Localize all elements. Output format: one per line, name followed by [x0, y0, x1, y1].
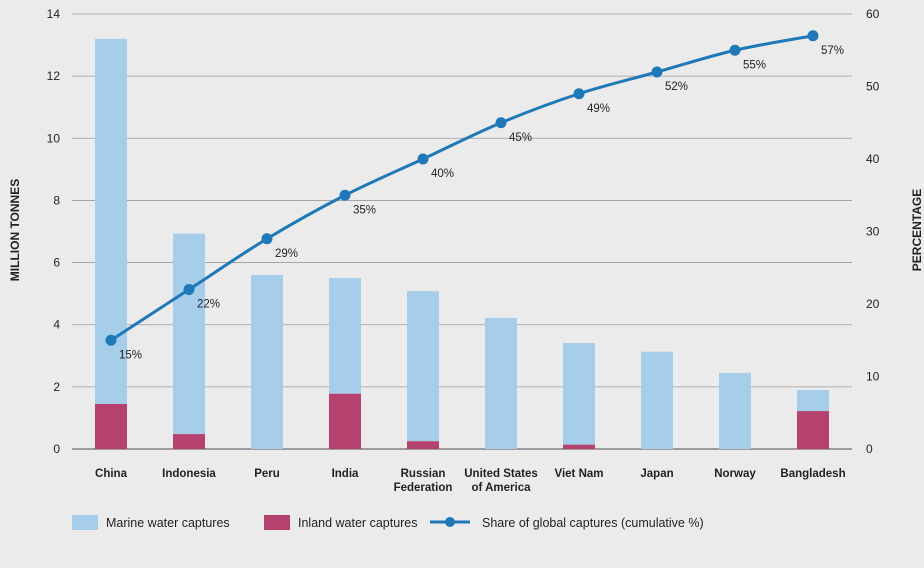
left-tick-label: 6	[53, 256, 60, 270]
category-label: Norway	[714, 468, 756, 480]
legend-swatch-inland	[264, 515, 290, 530]
cumulative-share-line	[110, 34, 814, 342]
category-label: Indonesia	[162, 468, 216, 480]
cumulative-share-point	[261, 233, 273, 245]
bar-marine	[173, 233, 205, 435]
category-label-line: India	[332, 468, 359, 480]
category-label: India	[332, 468, 359, 480]
category-label-line: Norway	[714, 468, 756, 480]
bar-marine	[251, 275, 283, 449]
cumulative-share-label: 52%	[665, 81, 688, 93]
category-label-line: China	[95, 468, 128, 480]
cumulative-share-label: 35%	[353, 204, 376, 216]
category-label: Russian Federation	[394, 468, 453, 494]
category-label-line: United States	[464, 468, 538, 480]
cumulative-share-point	[651, 66, 663, 78]
category-label: Bangladesh	[780, 468, 845, 480]
bar-inland	[797, 411, 829, 449]
bar-marine	[797, 389, 829, 412]
cumulative-share-label: 55%	[743, 59, 766, 71]
category-label-line: Peru	[254, 468, 280, 480]
cumulative-share-point	[807, 30, 819, 42]
cumulative-share-label: 40%	[431, 168, 454, 180]
cumulative-share-point	[495, 117, 507, 129]
left-axis: 0 2 4 6 8 10 12 14	[47, 7, 61, 456]
right-tick-label: 10	[866, 370, 880, 384]
right-tick-label: 60	[866, 7, 880, 21]
left-tick-label: 14	[47, 7, 61, 21]
category-label: Peru	[254, 468, 280, 480]
cumulative-share-point	[573, 88, 585, 100]
category-label-line: Indonesia	[162, 468, 216, 480]
category-label-line: Bangladesh	[780, 468, 845, 480]
legend-label-share: Share of global captures (cumulative %)	[482, 516, 704, 530]
right-tick-label: 50	[866, 80, 880, 94]
bar-inland	[173, 434, 205, 449]
category-label: China	[95, 468, 128, 480]
category-label-line: Federation	[394, 482, 453, 494]
cumulative-share-point	[183, 284, 195, 295]
bar-marine	[563, 343, 595, 445]
left-tick-label: 0	[53, 442, 60, 456]
category-label: Viet Nam	[554, 468, 603, 480]
cumulative-share-point	[417, 153, 429, 165]
right-tick-label: 30	[866, 225, 880, 239]
right-axis: 0 10 20 30 40 50 60	[866, 7, 880, 456]
bar-marine	[485, 317, 517, 449]
category-label-line: of America	[471, 482, 531, 494]
cumulative-share-label: 29%	[275, 248, 298, 260]
left-tick-label: 12	[47, 69, 61, 83]
cumulative-line-layer: 15% 22% 29% 35% 40% 45% 49% 52% 55% 57%	[105, 30, 844, 361]
right-tick-label: 20	[866, 297, 880, 311]
right-axis-title: PERCENTAGE	[910, 189, 924, 271]
right-tick-label: 0	[866, 442, 873, 456]
cumulative-share-point	[729, 44, 741, 56]
legend-marker-share	[445, 517, 455, 527]
bar-inland	[563, 444, 595, 449]
category-label-line: Russian	[401, 468, 446, 480]
cumulative-share-label: 45%	[509, 132, 532, 144]
bar-inland	[95, 403, 127, 449]
left-tick-label: 4	[53, 318, 60, 332]
right-tick-label: 40	[866, 152, 880, 166]
bar-inland	[407, 441, 439, 449]
legend-swatch-marine	[72, 515, 98, 530]
cumulative-share-label: 15%	[119, 349, 142, 361]
category-label: Japan	[640, 468, 673, 480]
bar-marine	[407, 291, 439, 442]
cumulative-share-label: 57%	[821, 45, 844, 57]
category-label-line: Viet Nam	[554, 468, 603, 480]
category-label: United States of America	[464, 468, 538, 494]
cumulative-share-point	[339, 189, 351, 201]
legend-label-inland: Inland water captures	[298, 516, 418, 530]
left-tick-label: 2	[53, 380, 60, 394]
legend: Marine water captures Inland water captu…	[72, 515, 704, 530]
legend-label-marine: Marine water captures	[106, 516, 230, 530]
bar-inland	[329, 393, 361, 449]
bar-marine	[329, 278, 361, 394]
category-labels: China Indonesia Peru India Russian Federation…	[95, 468, 846, 494]
cumulative-share-label: 22%	[197, 299, 220, 311]
category-label-line: Japan	[640, 468, 673, 480]
left-axis-title: MILLION TONNES	[8, 179, 22, 281]
left-tick-label: 10	[47, 131, 61, 145]
cumulative-share-label: 49%	[587, 103, 610, 115]
bars	[95, 38, 829, 449]
left-tick-label: 8	[53, 193, 60, 207]
cumulative-share-point	[105, 334, 117, 346]
bar-marine	[641, 351, 673, 449]
bar-marine	[719, 372, 751, 449]
